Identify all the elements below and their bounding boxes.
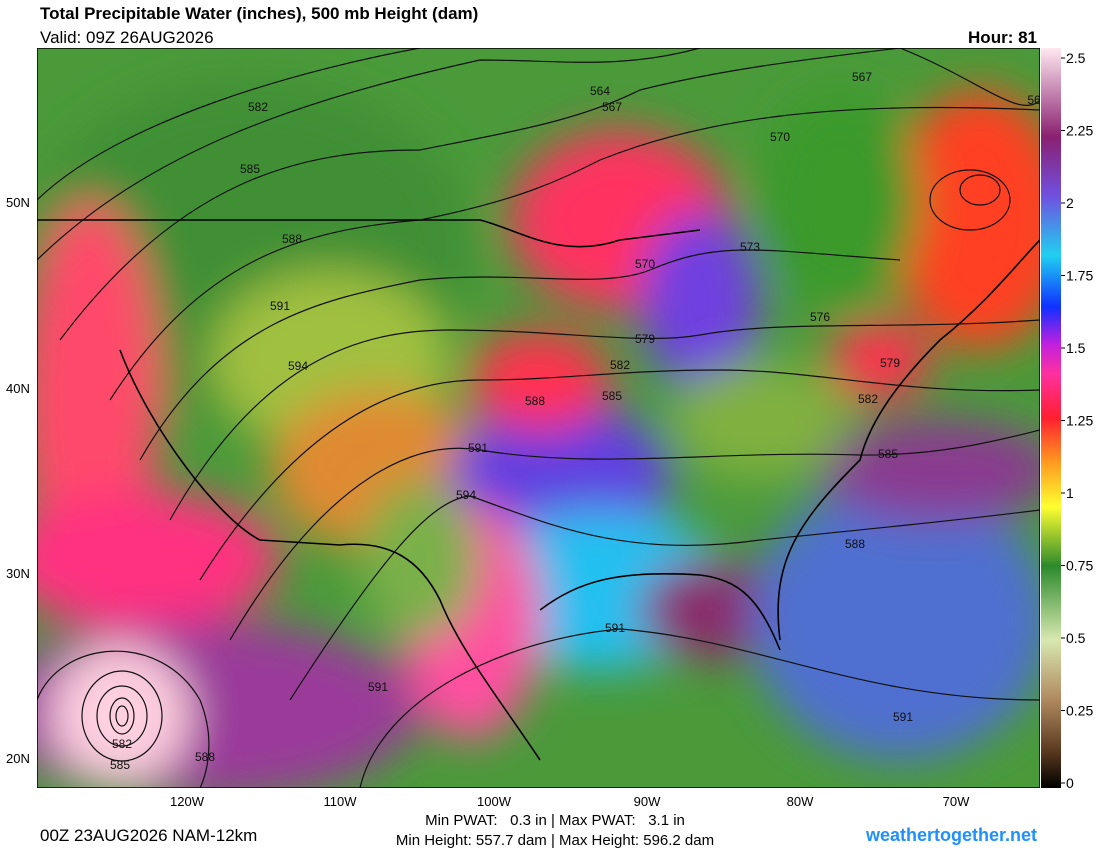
map: 582 585 588 591 594 564 567 567 570 573 … — [37, 48, 1041, 788]
contour-label: 588 — [845, 537, 865, 551]
contour-label: 573 — [740, 240, 760, 254]
contour-label: 582 — [248, 100, 268, 114]
lat-label: 40N — [6, 381, 30, 396]
colorbar-label: 0.5 — [1066, 630, 1086, 646]
contour-label: 576 — [810, 310, 830, 324]
contour-label: 582 — [610, 358, 630, 372]
forecast-hour: Hour: 81 — [968, 28, 1037, 47]
contour-label: 570 — [635, 257, 655, 271]
valid-time: Valid: 09Z 26AUG2026 — [40, 28, 214, 47]
contour-label: 594 — [456, 488, 476, 502]
contour-label: 570 — [770, 130, 790, 144]
contour-label: 591 — [893, 710, 913, 724]
lat-label: 50N — [6, 195, 30, 210]
lon-labels: 120W 110W 100W 90W 80W 70W — [170, 794, 970, 809]
height-stats: Min Height: 557.7 dam | Max Height: 596.… — [396, 832, 714, 849]
contour-label: 56 — [1027, 93, 1041, 107]
title: Total Precipitable Water (inches), 500 m… — [40, 4, 478, 23]
contour-label: 591 — [368, 680, 388, 694]
colorbar-label: 1.75 — [1066, 268, 1093, 284]
model-run: 00Z 23AUG2026 NAM-12km — [40, 826, 257, 845]
lon-label: 110W — [324, 794, 358, 809]
contour-label: 564 — [590, 84, 610, 98]
colorbar-label: 1.25 — [1066, 413, 1093, 429]
contour-label: 579 — [880, 356, 900, 370]
colorbar-label: 2.5 — [1066, 50, 1086, 66]
contour-label: 579 — [635, 332, 655, 346]
colorbar-label: 1 — [1066, 485, 1074, 501]
lat-labels: 50N 40N 30N 20N — [6, 195, 30, 766]
lon-label: 90W — [634, 794, 661, 809]
lon-label: 70W — [943, 794, 970, 809]
colorbar: 2.5 2.25 2 1.75 1.5 1.25 1 0.75 0.5 0.25 0 — [1041, 48, 1093, 791]
lat-label: 20N — [6, 751, 30, 766]
pwat-stats: Min PWAT: 0.3 in | Max PWAT: 3.1 in — [425, 812, 685, 829]
contour-label: 588 — [525, 394, 545, 408]
contour-label: 588 — [282, 232, 302, 246]
site-link: weathertogether.net — [865, 825, 1037, 845]
contour-label: 582 — [858, 392, 878, 406]
colorbar-label: 0.75 — [1066, 558, 1093, 574]
colorbar-label: 2 — [1066, 195, 1074, 211]
contour-label: 585 — [110, 758, 130, 772]
contour-labels: 582 585 588 591 594 564 567 567 570 573 … — [110, 70, 1041, 772]
contour-label: 594 — [288, 359, 308, 373]
colorbar-label: 0.25 — [1066, 703, 1093, 719]
colorbar-label: 2.25 — [1066, 123, 1093, 139]
contour-label: 582 — [112, 737, 132, 751]
contour-label: 591 — [468, 441, 488, 455]
contour-label: 588 — [195, 750, 215, 764]
contour-label: 567 — [602, 100, 622, 114]
contour-label: 591 — [270, 299, 290, 313]
colorbar-label: 1.5 — [1066, 340, 1086, 356]
lat-label: 30N — [6, 566, 30, 581]
colorbar-scale — [1041, 48, 1061, 788]
contour-label: 567 — [852, 70, 872, 84]
lon-label: 80W — [787, 794, 814, 809]
contour-label: 585 — [240, 162, 260, 176]
colorbar-label: 0 — [1066, 775, 1074, 791]
lon-label: 100W — [477, 794, 512, 809]
lon-label: 120W — [170, 794, 205, 809]
contour-label: 591 — [605, 621, 625, 635]
contour-label: 585 — [878, 447, 898, 461]
contour-label: 585 — [602, 389, 622, 403]
